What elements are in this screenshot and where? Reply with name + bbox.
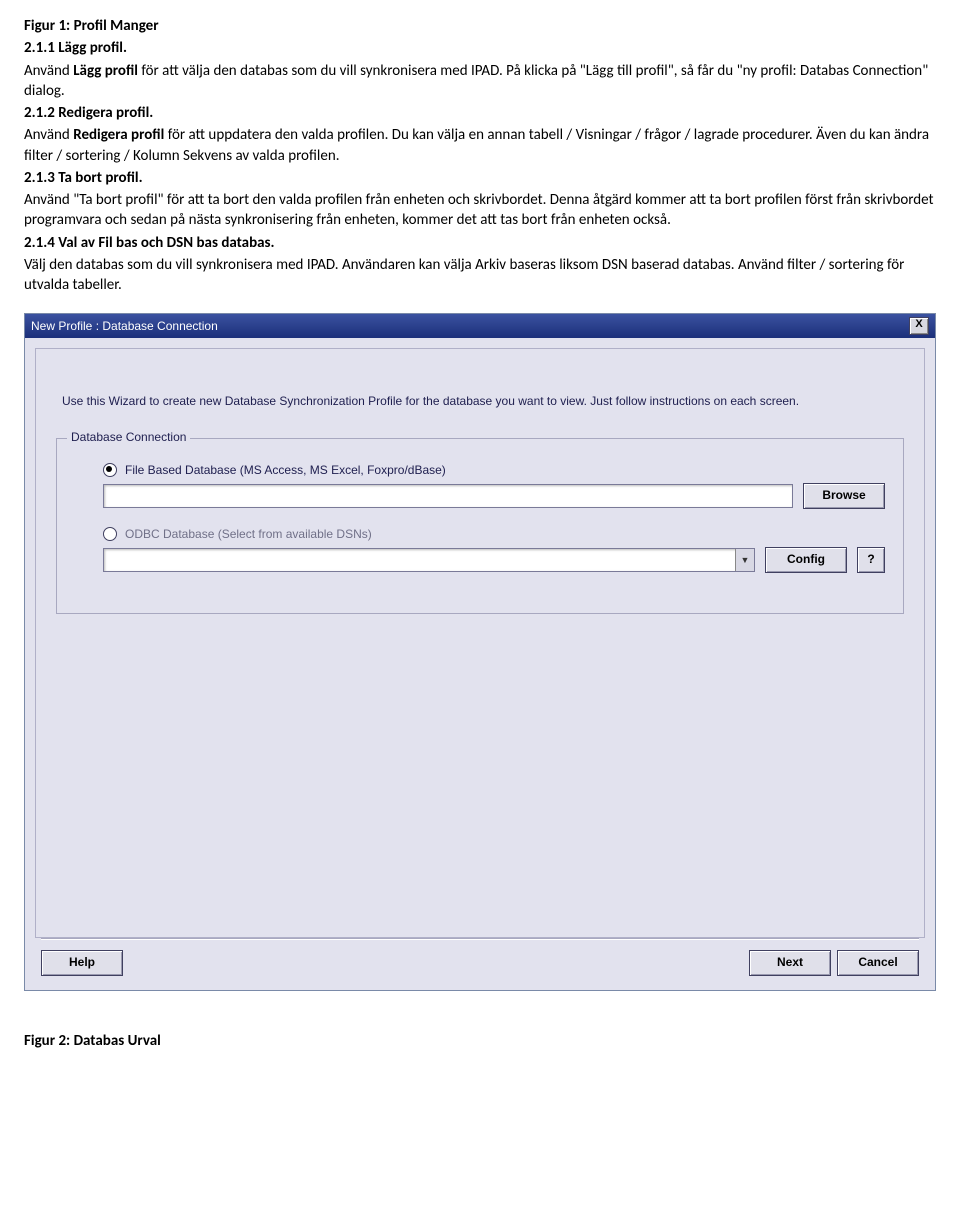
radio-odbc[interactable] [103, 527, 117, 541]
database-connection-group: Database Connection File Based Database … [56, 438, 904, 614]
text-bold: Redigera profil [73, 126, 164, 144]
dialog-title: New Profile : Database Connection [31, 319, 218, 333]
wizard-intro-text: Use this Wizard to create new Database S… [62, 393, 898, 410]
cancel-button[interactable]: Cancel [837, 950, 919, 976]
radio-odbc-row[interactable]: ODBC Database (Select from available DSN… [103, 527, 885, 541]
figure-2-caption: Figur 2: Databas Urval [24, 1031, 936, 1051]
heading-2-1-1: 2.1.1 Lägg profil. [24, 38, 936, 58]
radio-file-row[interactable]: File Based Database (MS Access, MS Excel… [103, 463, 885, 477]
groupbox-label: Database Connection [67, 430, 190, 444]
radio-file-label: File Based Database (MS Access, MS Excel… [125, 463, 446, 477]
heading-2-1-3: 2.1.3 Ta bort profil. [24, 168, 936, 188]
dialog-body: Use this Wizard to create new Database S… [25, 338, 935, 990]
heading-2-1-2: 2.1.2 Redigera profil. [24, 103, 936, 123]
chevron-down-icon[interactable]: ▼ [735, 549, 754, 571]
file-path-row: Browse [103, 483, 885, 509]
para-2-1-2: Använd Redigera profil för att uppdatera… [24, 125, 936, 166]
dsn-dropdown-value [104, 549, 735, 571]
help-button[interactable]: Help [41, 950, 123, 976]
para-2-1-3: Använd "Ta bort profil" för att ta bort … [24, 190, 936, 231]
radio-file-based[interactable] [103, 463, 117, 477]
help-question-button[interactable]: ? [857, 547, 885, 573]
text: Använd [24, 126, 73, 144]
dialog-titlebar[interactable]: New Profile : Database Connection X [25, 314, 935, 338]
dsn-dropdown[interactable]: ▼ [103, 548, 755, 572]
dialog-window: New Profile : Database Connection X Use … [24, 313, 936, 991]
para-2-1-4: Välj den databas som du vill synkroniser… [24, 255, 936, 296]
browse-button[interactable]: Browse [803, 483, 885, 509]
text-bold: Lägg profil [73, 62, 138, 80]
figure-1-caption: Figur 1: Profil Manger [24, 16, 936, 36]
para-2-1-1: Använd Lägg profil för att välja den dat… [24, 61, 936, 102]
dialog-button-bar: Help Next Cancel [35, 940, 925, 980]
close-button[interactable]: X [909, 317, 929, 335]
text: för att välja den databas som du vill sy… [24, 62, 928, 100]
config-button[interactable]: Config [765, 547, 847, 573]
next-button[interactable]: Next [749, 950, 831, 976]
odbc-dsn-row: ▼ Config ? [103, 547, 885, 573]
text: Använd [24, 62, 73, 80]
file-path-input[interactable] [103, 484, 793, 508]
radio-odbc-label: ODBC Database (Select from available DSN… [125, 527, 372, 541]
dialog-inner-panel: Use this Wizard to create new Database S… [35, 348, 925, 938]
heading-2-1-4: 2.1.4 Val av Fil bas och DSN bas databas… [24, 233, 936, 253]
